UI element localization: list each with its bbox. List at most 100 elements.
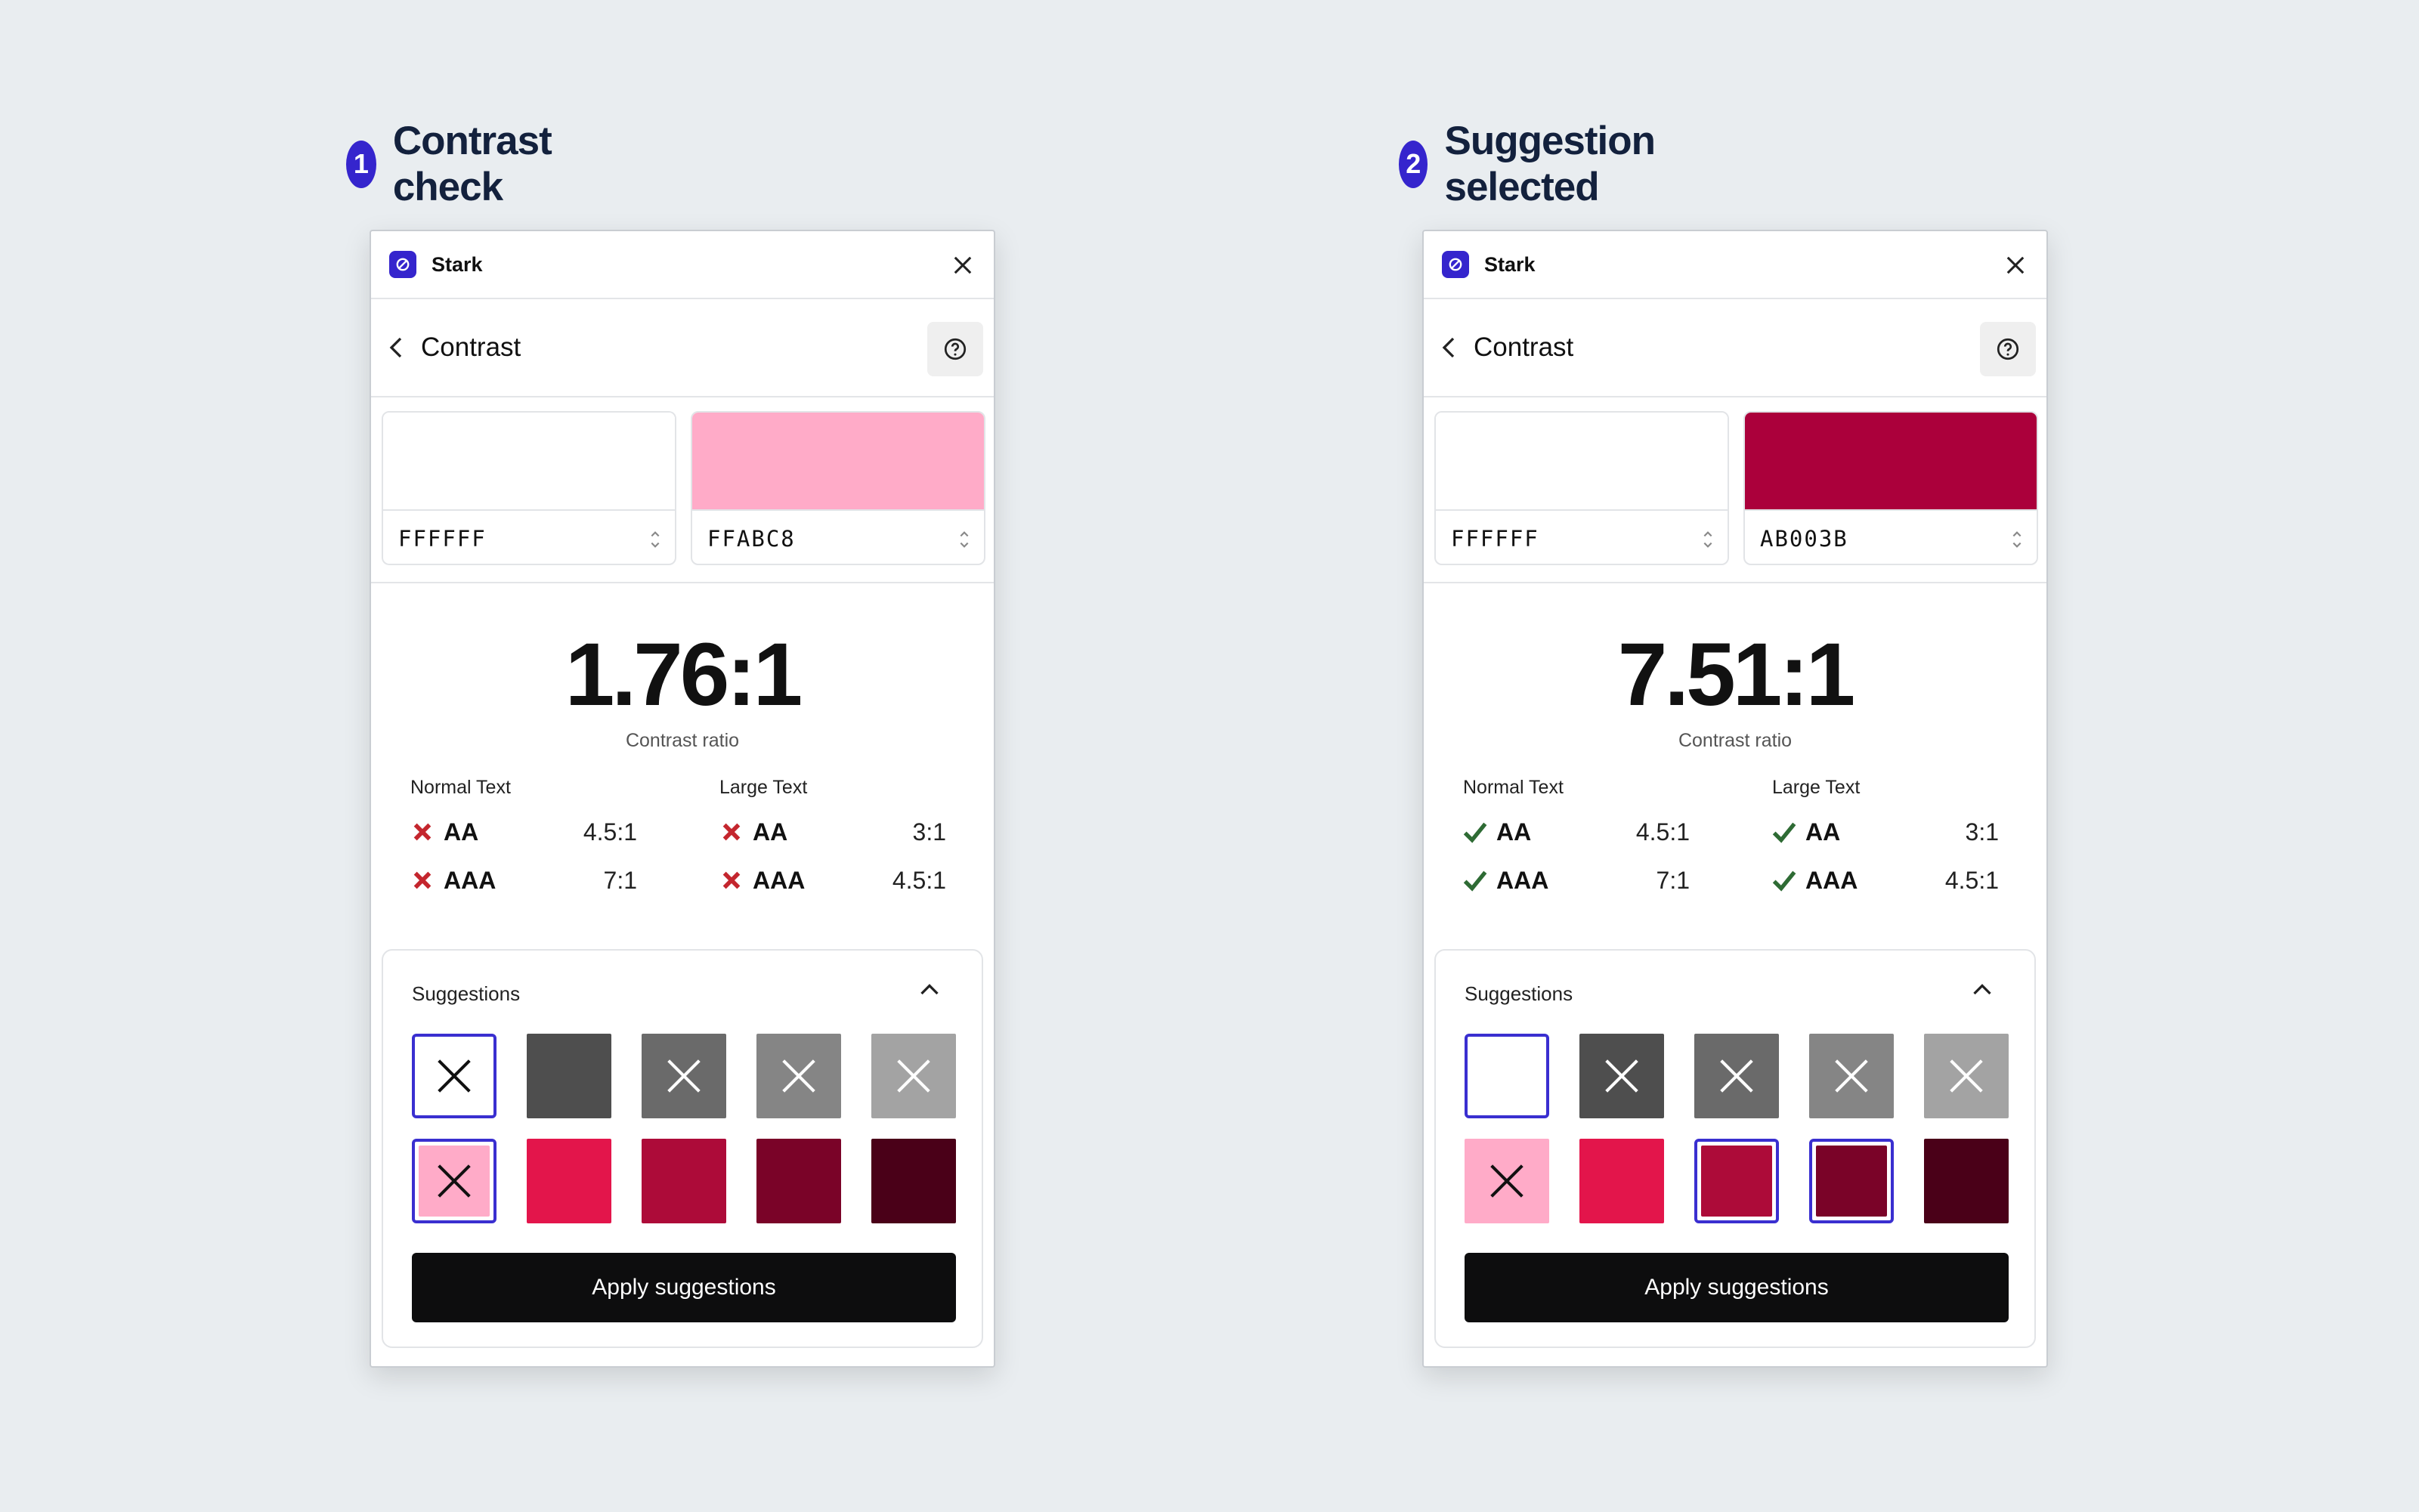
foreground-hex-input[interactable]: FFFFFF <box>1436 511 1728 564</box>
suggestion-row <box>412 1034 956 1118</box>
fail-x-icon <box>719 869 744 892</box>
foreground-swatch[interactable] <box>1436 413 1728 511</box>
suggestion-swatch[interactable] <box>642 1139 726 1223</box>
normal-text-results: Normal Text AA 4.5:1 AAA 7:1 <box>410 777 637 904</box>
failing-cross-icon <box>1715 1054 1759 1098</box>
suggestion-swatch[interactable] <box>756 1139 841 1223</box>
suggestion-color-fill <box>527 1034 611 1118</box>
suggestion-swatch[interactable] <box>1809 1034 1894 1118</box>
apply-suggestions-button[interactable]: Apply suggestions <box>412 1253 956 1322</box>
help-button[interactable] <box>927 322 983 376</box>
suggestion-color-fill <box>642 1139 726 1223</box>
check-icon <box>1463 869 1487 892</box>
fail-row: AA 3:1 <box>719 808 946 856</box>
wcag-level: AA <box>1805 818 1841 846</box>
background-color-card: AB003B <box>1743 411 2038 565</box>
check-icon <box>1463 821 1487 843</box>
titlebar: Stark <box>1424 231 2046 299</box>
suggestion-swatch[interactable] <box>871 1139 956 1223</box>
normal-text-results: Normal Text AA 4.5:1 AAA 7:1 <box>1463 777 1690 904</box>
background-hex-input[interactable]: FFABC8 <box>692 511 984 564</box>
wcag-level: AAA <box>444 866 496 894</box>
suggestion-swatch[interactable] <box>527 1034 611 1118</box>
fail-row: AA 4.5:1 <box>410 808 637 856</box>
step-number-badge: 1 <box>346 140 376 188</box>
wcag-level: AAA <box>1496 866 1549 894</box>
chevron-up-icon[interactable] <box>1971 981 1997 1003</box>
suggestion-color-fill <box>642 1034 726 1118</box>
pass-row: AA 3:1 <box>1772 808 1999 856</box>
suggestion-color-fill <box>527 1139 611 1223</box>
suggestion-row <box>1465 1034 2009 1118</box>
page-title: Contrast <box>1474 332 1574 362</box>
suggestion-swatch[interactable] <box>1465 1034 1549 1118</box>
required-ratio: 4.5:1 <box>892 866 946 894</box>
background-color-card: FFABC8 <box>691 411 985 565</box>
background-hex-input[interactable]: AB003B <box>1745 511 2037 564</box>
suggestion-swatch[interactable] <box>1465 1139 1549 1223</box>
color-inputs: FFFFFF FFABC8 <box>371 397 994 583</box>
stepper-icon[interactable] <box>2011 529 2023 550</box>
foreground-color-card: FFFFFF <box>382 411 676 565</box>
titlebar: Stark <box>371 231 994 299</box>
required-ratio: 4.5:1 <box>583 818 637 846</box>
close-icon[interactable] <box>950 252 976 278</box>
back-chevron-icon[interactable] <box>389 335 412 360</box>
suggestion-swatch[interactable] <box>756 1034 841 1118</box>
failing-cross-icon <box>1485 1159 1529 1203</box>
suggestion-color-fill <box>1809 1034 1894 1118</box>
suggestion-row <box>412 1139 956 1223</box>
help-button[interactable] <box>1980 322 2036 376</box>
apply-suggestions-button[interactable]: Apply suggestions <box>1465 1253 2009 1322</box>
wcag-level: AA <box>1496 818 1532 846</box>
suggestion-swatch[interactable] <box>1924 1034 2009 1118</box>
suggestion-swatch[interactable] <box>412 1139 496 1223</box>
foreground-hex-input[interactable]: FFFFFF <box>383 511 675 564</box>
wcag-results: Normal Text AA 4.5:1 AAA 7:1 Large Text AA 3:1 A… <box>1424 742 2046 938</box>
suggestions-card: Suggestions Apply suggestions <box>1434 949 2036 1348</box>
background-swatch[interactable] <box>1745 413 2037 511</box>
normal-text-label: Normal Text <box>1463 777 1564 798</box>
stepper-icon[interactable] <box>649 529 661 550</box>
fail-x-icon <box>410 869 435 892</box>
foreground-swatch[interactable] <box>383 413 675 511</box>
suggestions-title: Suggestions <box>1465 982 1573 1005</box>
failing-cross-icon <box>777 1054 821 1098</box>
stepper-icon[interactable] <box>1702 529 1714 550</box>
suggestion-swatch[interactable] <box>1924 1139 2009 1223</box>
app-name: Stark <box>1484 252 1536 276</box>
suggestion-swatch[interactable] <box>527 1139 611 1223</box>
suggestion-color-fill <box>419 1040 490 1112</box>
contrast-ratio-block: 7.51:1 Contrast ratio <box>1424 583 2046 751</box>
chevron-up-icon[interactable] <box>918 981 944 1003</box>
navbar: Contrast <box>1424 299 2046 397</box>
wcag-level: AA <box>753 818 788 846</box>
close-icon[interactable] <box>2003 252 2028 278</box>
suggestion-swatch[interactable] <box>1694 1139 1779 1223</box>
required-ratio: 4.5:1 <box>1635 818 1690 846</box>
background-swatch[interactable] <box>692 413 984 511</box>
suggestion-grid <box>412 1034 956 1223</box>
suggestion-swatch[interactable] <box>1694 1034 1779 1118</box>
suggestion-swatch[interactable] <box>1809 1139 1894 1223</box>
back-chevron-icon[interactable] <box>1442 335 1465 360</box>
suggestion-swatch[interactable] <box>1579 1139 1664 1223</box>
failing-cross-icon <box>1600 1054 1644 1098</box>
suggestions-header[interactable]: Suggestions <box>383 951 982 1034</box>
suggestion-swatch[interactable] <box>1579 1034 1664 1118</box>
stark-logo-icon <box>1442 251 1469 278</box>
failing-cross-icon <box>1944 1054 1988 1098</box>
suggestions-header[interactable]: Suggestions <box>1436 951 2034 1034</box>
suggestion-color-fill <box>1924 1139 2009 1223</box>
suggestion-color-fill <box>1579 1139 1664 1223</box>
hex-value: AB003B <box>1760 526 1848 552</box>
stark-plugin-panel: Stark Contrast FFFFFF FFABC8 1.76:1 Contrast … <box>370 230 995 1368</box>
suggestion-swatch[interactable] <box>871 1034 956 1118</box>
failing-cross-icon <box>432 1159 476 1203</box>
suggestion-swatch[interactable] <box>642 1034 726 1118</box>
contrast-ratio-value: 1.76:1 <box>565 625 803 725</box>
step-title: Contrast check <box>392 119 552 209</box>
hex-value: FFFFFF <box>1451 526 1539 552</box>
suggestion-swatch[interactable] <box>412 1034 496 1118</box>
stepper-icon[interactable] <box>958 529 970 550</box>
